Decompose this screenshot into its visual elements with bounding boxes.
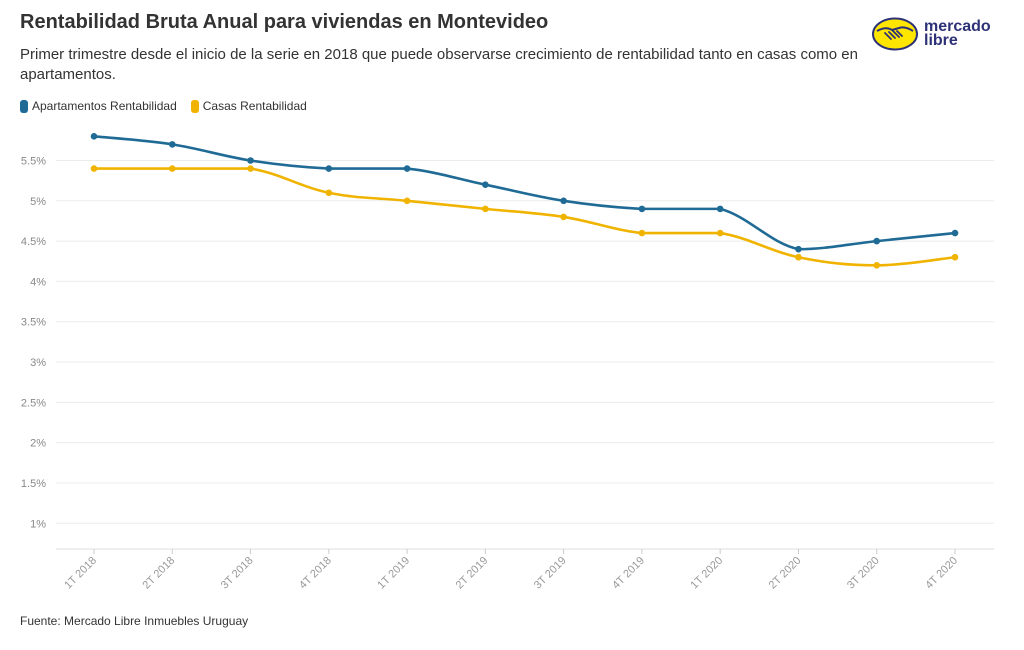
data-point-apartamentos — [638, 205, 646, 213]
y-tick-label: 1% — [30, 518, 46, 530]
x-tick-label: 1T 2018 — [62, 555, 99, 592]
y-tick-label: 2% — [30, 438, 46, 450]
x-tick-label: 1T 2019 — [375, 555, 412, 592]
data-point-casas — [560, 213, 567, 221]
data-point-casas — [638, 229, 646, 237]
y-tick-label: 1.5% — [21, 478, 46, 490]
series-line-apartamentos — [93, 135, 956, 251]
data-point-apartamentos — [951, 229, 959, 237]
legend-label-casas: Casas Rentabilidad — [202, 99, 307, 113]
x-tick-label: 3T 2019 — [532, 555, 569, 592]
x-tick-label: 2T 2018 — [141, 555, 178, 592]
data-point-casas — [325, 189, 333, 197]
y-tick-label: 3.5% — [21, 317, 46, 329]
chart-title: Rentabilidad Bruta Anual para viviendas … — [20, 11, 549, 33]
data-point-casas — [716, 229, 724, 237]
legend-label-apartamentos: Apartamentos Rentabilidad — [32, 99, 177, 113]
y-tick-label: 5% — [30, 196, 46, 208]
mercadolibre-logo: mercado libre — [872, 14, 1002, 54]
data-point-apartamentos — [482, 181, 489, 188]
x-tick-label: 1T 2020 — [688, 555, 725, 592]
legend-swatch-apartamentos — [20, 99, 28, 113]
handshake-icon — [872, 17, 918, 51]
logo-text-mercado: mercado — [924, 18, 991, 35]
data-point-casas — [247, 165, 254, 172]
y-tick-label: 3% — [30, 357, 46, 369]
data-point-casas — [168, 165, 176, 172]
source-note: Fuente: Mercado Libre Inmuebles Uruguay — [20, 614, 249, 628]
x-tick-label: 2T 2019 — [454, 555, 491, 592]
x-tick-label: 2T 2020 — [767, 555, 804, 592]
x-tick-label: 4T 2020 — [923, 555, 960, 592]
legend-swatch-casas — [190, 99, 199, 113]
legend-item-apartamentos[interactable]: Apartamentos Rentabilidad — [20, 99, 177, 113]
x-tick-label: 3T 2020 — [845, 555, 882, 592]
data-point-apartamentos — [560, 197, 567, 205]
data-point-casas — [873, 261, 881, 269]
data-point-apartamentos — [795, 245, 802, 253]
series-line-casas — [94, 167, 956, 267]
data-point-casas — [951, 253, 959, 261]
data-point-apartamentos — [325, 165, 333, 172]
y-tick-label: 2.5% — [21, 397, 46, 409]
data-point-apartamentos — [247, 157, 254, 164]
data-point-apartamentos — [716, 205, 724, 213]
x-tick-label: 3T 2018 — [219, 555, 256, 592]
x-tick-label: 4T 2018 — [297, 555, 334, 592]
y-tick-label: 4.5% — [21, 236, 46, 248]
data-point-casas — [90, 165, 98, 172]
y-tick-label: 4% — [30, 276, 46, 288]
legend-item-casas[interactable]: Casas Rentabilidad — [190, 99, 307, 113]
y-tick-label: 5.5% — [21, 156, 46, 168]
data-point-casas — [403, 197, 411, 205]
data-point-apartamentos — [873, 237, 881, 245]
data-point-casas — [795, 253, 802, 261]
x-tick-label: 4T 2019 — [610, 555, 647, 592]
logo-text-libre: libre — [924, 32, 958, 49]
legend: Apartamentos Rentabilidad Casas Rentabil… — [20, 99, 307, 113]
data-point-apartamentos — [90, 133, 98, 140]
chart-subtitle: Primer trimestre desde el inicio de la s… — [20, 46, 858, 83]
data-point-casas — [482, 205, 489, 213]
data-point-apartamentos — [168, 141, 176, 148]
data-point-apartamentos — [403, 165, 411, 172]
